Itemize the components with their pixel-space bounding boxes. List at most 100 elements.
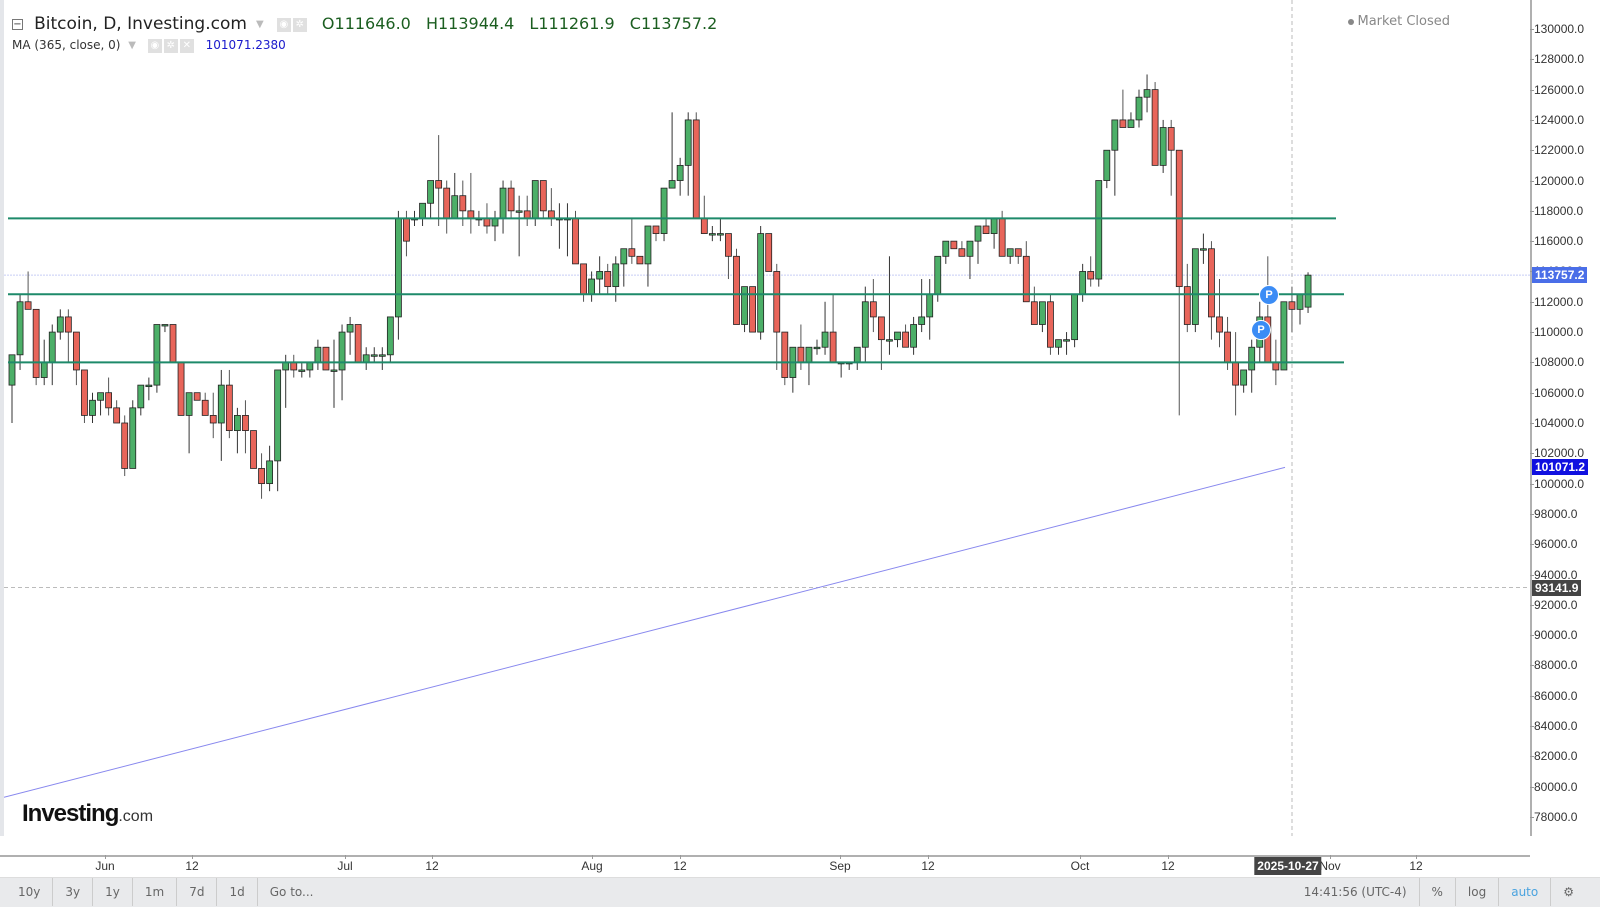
price-tick-label: 118000.0 [1534,203,1584,218]
price-tick [1530,786,1534,788]
price-tick [1530,89,1534,91]
price-tick-label: 94000.0 [1534,567,1578,582]
date-tick [1330,855,1331,859]
gear-icon[interactable]: ⚙ [1563,885,1574,899]
range-1y-button[interactable]: 1y [93,878,133,906]
range-10y-button[interactable]: 10y [6,878,54,906]
last-price-tag: 113757.2 [1532,267,1588,284]
gear-icon[interactable]: ✲ [292,17,307,32]
price-tick [1530,423,1534,424]
price-tick-label: 78000.0 [1534,810,1578,824]
price-tick [1530,119,1534,121]
price-tick-label: 82000.0 [1534,749,1578,764]
symbol-legend: − Bitcoin, D, Investing.com ▼ ◉ ✲ O111646… [12,14,727,34]
date-tick [105,855,106,859]
range-3y-button[interactable]: 3y [53,878,94,906]
price-tick-label: 116000.0 [1534,234,1584,249]
symbol-label[interactable]: Bitcoin, D, Investing.com [34,14,247,34]
price-tick-label: 88000.0 [1534,658,1578,673]
price-tick-label: 130000.0 [1534,22,1585,36]
date-tick-label: Oct [1070,859,1090,873]
range-7d-button[interactable]: 7d [177,878,218,906]
crosshair-date-tag: 2025-10-27 [1254,857,1322,875]
price-tick-label: 102000.0 [1534,446,1585,461]
price-tick [1530,483,1534,485]
price-tick-label: 106000.0 [1534,385,1585,400]
price-tick [1530,726,1534,728]
high-value: H113944.4 [425,14,515,33]
close-icon[interactable]: ✕ [179,38,194,53]
date-tick-label: Nov [1319,859,1341,873]
date-tick-label: Sep [829,859,851,873]
date-tick-label: 12 [921,859,935,873]
clock-time: 14:41:56 (UTC-4) [1292,878,1420,906]
price-tick [1530,756,1534,758]
date-tick-label: 12 [425,859,439,873]
price-tick [1530,59,1534,61]
price-tick [1530,817,1534,818]
price-tick [1530,604,1534,606]
price-tick-label: 80000.0 [1534,779,1578,794]
price-tick-label: 90000.0 [1534,628,1578,643]
date-tick-label: 12 [185,859,199,873]
candlestick-chart[interactable] [4,0,1534,836]
date-tick-label: Jun [95,859,115,873]
price-tick-label: 128000.0 [1534,52,1585,67]
close-value: C113757.2 [629,14,718,33]
eye-icon[interactable]: ◉ [276,17,291,32]
date-tick [345,855,346,859]
logo-main: Investing [22,800,119,827]
price-tick-label: 84000.0 [1534,719,1578,734]
time-axis[interactable] [0,855,1530,877]
status-dot-icon [1347,18,1354,25]
auto-scale-button[interactable]: auto [1499,878,1552,906]
date-tick [1080,855,1081,859]
log-scale-button[interactable]: log [1456,878,1500,906]
investing-logo: Investing.com [22,800,153,828]
price-tick [1530,180,1534,182]
date-tick [1416,855,1417,859]
percent-scale-button[interactable]: % [1420,878,1456,906]
open-value: O111646.0 [321,14,411,33]
price-tick [1530,150,1534,152]
chevron-down-icon[interactable]: ▼ [256,19,264,30]
price-tick [1530,332,1534,334]
price-tick [1530,362,1534,364]
goto-button[interactable]: Go to... [269,885,314,899]
p-annotation-icon[interactable]: P [1259,285,1279,306]
ma-legend: MA (365, close, 0) ▼ ◉ ✲ ✕ 101071.2380 [12,38,286,53]
price-tick-label: 100000.0 [1534,476,1585,491]
scale-buttons: 14:41:56 (UTC-4)% log auto ⚙ [1292,878,1586,906]
range-buttons: 10y 3y 1y 1m 7d 1d Go to... [6,878,325,906]
ma-price-tag: 101071.2 [1532,459,1589,476]
date-tick-label: 12 [1409,859,1423,873]
range-1d-button[interactable]: 1d [217,878,258,906]
date-tick [592,855,593,859]
price-tick-label: 122000.0 [1534,143,1585,158]
collapse-icon[interactable]: − [12,19,23,30]
range-1m-button[interactable]: 1m [133,878,178,906]
price-axis[interactable] [1530,0,1600,836]
price-tick [1530,544,1534,546]
bottom-toolbar: 10y 3y 1y 1m 7d 1d Go to... 14:41:56 (UTC-4)% l… [0,877,1600,907]
chevron-down-icon[interactable]: ▼ [128,40,136,51]
date-tick [1168,855,1169,859]
price-tick [1530,210,1534,212]
price-tick-label: 86000.0 [1534,688,1578,703]
chart-plot-area[interactable]: − Bitcoin, D, Investing.com ▼ ◉ ✲ O111646… [0,0,1534,836]
price-tick-label: 92000.0 [1534,597,1578,612]
low-value: L111261.9 [529,14,615,33]
gear-icon[interactable]: ✲ [163,38,178,53]
price-tick-label: 126000.0 [1534,82,1585,97]
ma-label[interactable]: MA (365, close, 0) [12,38,121,52]
price-tick-label: 108000.0 [1534,355,1585,370]
p-annotation-icon[interactable]: P [1251,320,1271,341]
price-tick [1530,241,1534,243]
ma-value: 101071.2380 [205,38,286,52]
date-tick-label: 12 [673,859,687,873]
price-tick [1530,453,1534,455]
crosshair-price-tag: 93141.9 [1532,579,1582,596]
price-tick [1530,574,1534,576]
eye-icon[interactable]: ◉ [147,38,162,53]
